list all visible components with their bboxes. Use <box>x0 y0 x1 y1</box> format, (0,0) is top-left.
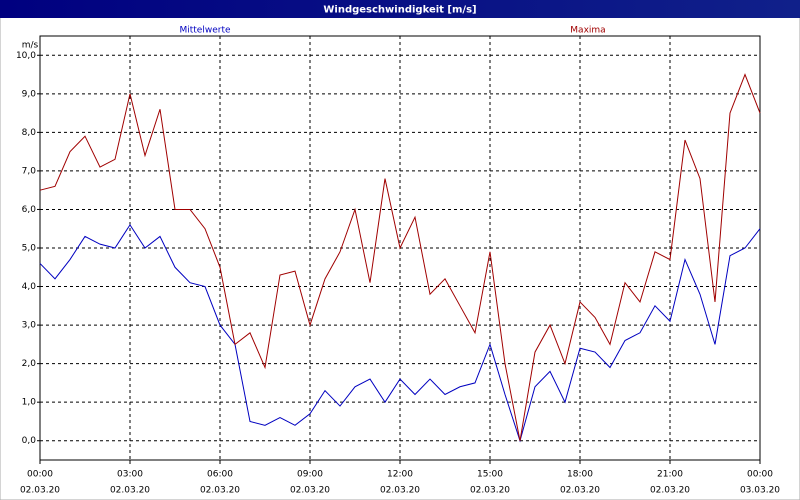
x-tick-date: 02.03.20 <box>290 486 330 496</box>
x-tick-date: 03.03.20 <box>740 486 780 496</box>
x-tick-date: 02.03.20 <box>200 486 240 496</box>
y-tick-label: 1,0 <box>22 398 37 408</box>
y-unit: m/s <box>22 41 39 51</box>
x-tick-date: 02.03.20 <box>20 486 60 496</box>
x-tick-label: 12:00 <box>387 470 413 480</box>
y-tick-label: 3,0 <box>22 321 37 331</box>
title-bar <box>0 0 800 18</box>
data-line <box>39 223 761 443</box>
y-tick-label: 0,0 <box>22 436 37 446</box>
legend-label: Mittelwerte <box>179 26 230 36</box>
chart-title: Windgeschwindigkeit [m/s] <box>323 5 476 16</box>
data-line <box>39 73 761 441</box>
x-tick-date: 02.03.20 <box>110 486 150 496</box>
y-tick-label: 8,0 <box>22 128 37 138</box>
x-tick-label: 03:00 <box>117 470 143 480</box>
x-tick-label: 00:00 <box>747 470 773 480</box>
x-tick-label: 21:00 <box>657 470 683 480</box>
y-tick-label: 2,0 <box>22 359 37 369</box>
y-tick-label: 4,0 <box>22 282 37 292</box>
y-tick-label: 6,0 <box>22 205 37 215</box>
x-tick-date: 02.03.20 <box>560 486 600 496</box>
y-tick-label: 9,0 <box>22 89 37 99</box>
x-tick-date: 02.03.20 <box>380 486 420 496</box>
x-tick-date: 02.03.20 <box>650 486 690 496</box>
legend-label: Maxima <box>570 26 605 36</box>
x-tick-label: 18:00 <box>567 470 593 480</box>
x-tick-label: 15:00 <box>477 470 503 480</box>
y-tick-label: 5,0 <box>22 244 37 254</box>
x-tick-label: 00:00 <box>27 470 53 480</box>
y-tick-label: 7,0 <box>22 166 37 176</box>
x-tick-label: 09:00 <box>297 470 323 480</box>
y-tick-label: 10,0 <box>16 51 36 61</box>
x-tick-label: 06:00 <box>207 470 233 480</box>
x-tick-date: 02.03.20 <box>470 486 510 496</box>
